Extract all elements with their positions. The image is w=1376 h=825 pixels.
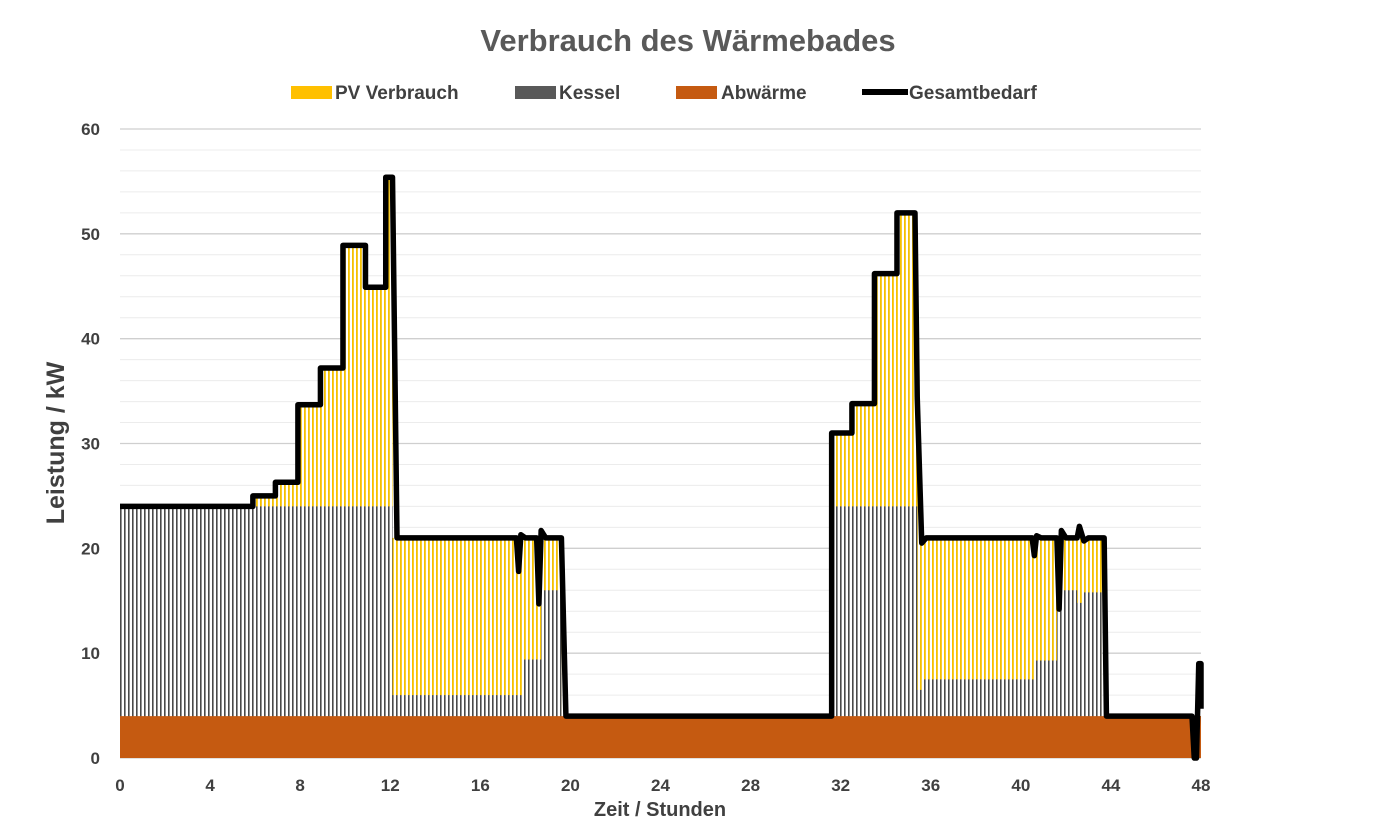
x-tick-label: 24 bbox=[651, 776, 670, 795]
x-axis: 0 4 8 12 16 20 24 28 32 36 40 44 48 bbox=[115, 776, 1210, 795]
legend-label: Kessel bbox=[559, 83, 620, 104]
legend-label: Gesamtbedarf bbox=[909, 83, 1037, 104]
y-tick-label: 40 bbox=[81, 330, 100, 349]
x-tick-label: 28 bbox=[741, 776, 760, 795]
legend-item-3: Gesamtbedarf bbox=[862, 83, 1037, 104]
y-tick-label: 20 bbox=[81, 539, 100, 558]
x-tick-label: 36 bbox=[921, 776, 940, 795]
legend-swatch bbox=[515, 86, 556, 99]
legend-item-2: Abwärme bbox=[676, 83, 807, 104]
x-tick-label: 4 bbox=[205, 776, 215, 795]
chart-title: Verbrauch des Wärmebades bbox=[480, 23, 895, 58]
legend-swatch bbox=[291, 86, 332, 99]
y-axis: 0 10 20 30 40 50 60 bbox=[81, 120, 100, 768]
legend-label: PV Verbrauch bbox=[335, 83, 459, 104]
series-area-abwaerme bbox=[120, 716, 1201, 758]
x-axis-title: Zeit / Stunden bbox=[594, 799, 726, 821]
x-tick-label: 16 bbox=[471, 776, 490, 795]
legend-label: Abwärme bbox=[721, 83, 807, 104]
y-tick-label: 30 bbox=[81, 435, 100, 454]
x-tick-label: 8 bbox=[295, 776, 304, 795]
series-line-gesamtbedarf bbox=[120, 174, 1204, 761]
y-tick-label: 50 bbox=[81, 225, 100, 244]
plot-lines bbox=[120, 174, 1204, 761]
y-tick-label: 0 bbox=[91, 749, 100, 768]
x-tick-label: 32 bbox=[831, 776, 850, 795]
plot-areas bbox=[120, 177, 1201, 758]
y-axis-title: Leistung / kW bbox=[42, 361, 70, 524]
legend-item-0: PV Verbrauch bbox=[291, 83, 459, 104]
x-tick-label: 12 bbox=[381, 776, 400, 795]
x-tick-label: 20 bbox=[561, 776, 580, 795]
x-tick-label: 40 bbox=[1011, 776, 1030, 795]
x-tick-label: 0 bbox=[115, 776, 124, 795]
series-area-kessel bbox=[120, 506, 1201, 758]
x-tick-label: 48 bbox=[1192, 776, 1211, 795]
x-tick-label: 44 bbox=[1101, 776, 1120, 795]
y-tick-label: 60 bbox=[81, 120, 100, 139]
legend-swatch bbox=[676, 86, 717, 99]
y-tick-label: 10 bbox=[81, 644, 100, 663]
legend-item-1: Kessel bbox=[515, 83, 620, 104]
legend: PV Verbrauch Kessel Abwärme Gesamtbedarf bbox=[291, 83, 1037, 104]
